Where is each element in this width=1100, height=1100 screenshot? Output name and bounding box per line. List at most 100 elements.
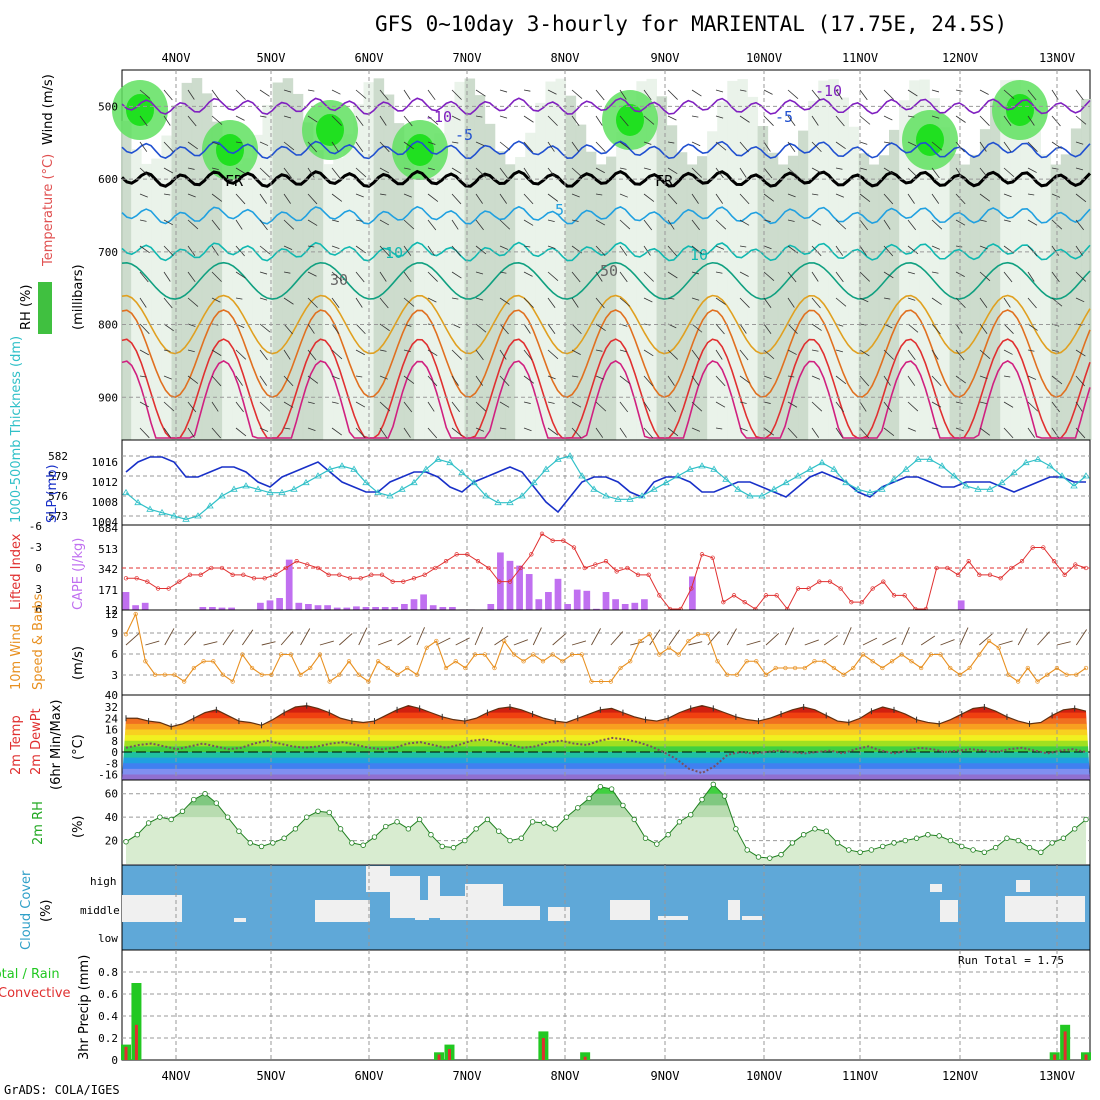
thickness-point: [614, 495, 622, 502]
panel-slp: 582 579 576 573 1016 1012 1008 1004 1000-500mb …: [9, 336, 1091, 529]
wind-barb: [1075, 271, 1087, 282]
rh-shade-column: [252, 134, 263, 441]
rh-point: [428, 832, 434, 838]
wind-barb: [979, 115, 990, 126]
temp-color-band: [122, 740, 1090, 747]
cloud-block: [1070, 905, 1085, 919]
wind-barb: [787, 193, 796, 198]
wind-barb: [163, 401, 175, 412]
minmax-label: (6hr Min/Max): [49, 700, 64, 790]
wind-barb: [643, 245, 651, 256]
isotherm-10: [121, 241, 1091, 262]
wind-barb: [307, 245, 315, 248]
rh-shade-column: [555, 78, 567, 441]
wind-barb: [1003, 375, 1011, 378]
wind-barb: [787, 115, 796, 127]
wind-barb: [763, 193, 775, 202]
wind-barb: [643, 427, 654, 439]
wind-barb: [595, 193, 603, 196]
date-label-top: 9NOV: [651, 51, 680, 65]
cape-bar: [305, 604, 312, 610]
wind-barb: [451, 401, 460, 413]
wind-barb: [907, 89, 918, 97]
wind-barb: [907, 271, 915, 275]
wind-barb: [523, 141, 533, 153]
rh-point: [191, 796, 197, 803]
cape-tick-label: 12: [105, 604, 118, 617]
li-point: [294, 559, 299, 564]
wind-barb: [283, 401, 294, 408]
date-label-bottom: 8NOV: [551, 1069, 580, 1083]
rh-shade-column: [565, 95, 577, 440]
li-point: [347, 576, 353, 581]
wind-barb: [379, 141, 390, 153]
wind-barb: [859, 297, 869, 303]
wind-barb: [355, 323, 366, 335]
rh-point: [992, 844, 999, 851]
wind-barb: [667, 115, 677, 121]
thickness-point: [842, 478, 850, 486]
wind-barb: [451, 115, 461, 121]
li-tick-label: -3: [29, 541, 42, 554]
wind-barb: [355, 167, 367, 178]
rh-tick-label: 20: [105, 835, 118, 848]
wind-barb: [619, 167, 627, 170]
wind-barb: [571, 375, 579, 378]
wind-barb: [835, 271, 844, 283]
wind-barb: [1075, 427, 1086, 439]
rh-point: [823, 828, 829, 834]
wind-barb: [475, 323, 487, 333]
wind-barb: [595, 141, 606, 153]
cape-bar: [612, 599, 619, 610]
wind-barb: [955, 193, 966, 205]
precip-convective-bar: [541, 1038, 545, 1060]
wind-barb: [355, 401, 366, 408]
wind-barb-10m: [688, 641, 703, 646]
wind-barb: [811, 349, 819, 352]
wind-barb: [187, 401, 197, 413]
wind-barb-10m: [610, 631, 624, 646]
wind-speed-point: [1074, 672, 1079, 677]
wind-barb-10m: [377, 639, 393, 646]
wind-speed-point: [521, 659, 526, 664]
wind-barb: [619, 141, 630, 150]
thickness-line: [125, 455, 1087, 520]
wind-barb: [931, 193, 940, 204]
wind-speed-point: [957, 672, 963, 677]
rh-point: [236, 828, 242, 834]
cape-bar: [209, 607, 216, 610]
wind-barb: [859, 89, 868, 101]
rh-shade-column: [141, 163, 152, 441]
rh-label: RH (%): [19, 285, 34, 330]
wind-barb: [931, 297, 942, 305]
wind-barb: [1051, 271, 1060, 283]
wind-barb: [235, 401, 244, 413]
wind-barb: [979, 427, 991, 436]
wind-speed-point: [337, 672, 342, 677]
temp-color-band: [122, 752, 1090, 759]
wind-barb: [691, 115, 699, 118]
cloud-block: [548, 907, 570, 921]
wind-barb: [139, 427, 150, 439]
temp-color-band: [122, 774, 1090, 780]
wind-barb: [427, 245, 435, 256]
wind-barb: [739, 141, 749, 153]
rh-point: [902, 837, 908, 844]
rh-shade-column: [242, 158, 253, 440]
rh-shade-column: [595, 164, 607, 440]
wind-barb: [379, 167, 390, 174]
wind-barb: [931, 323, 941, 335]
wind-speed-point: [298, 672, 303, 677]
wind-barb: [571, 89, 583, 99]
pressure-tick-label: 500: [98, 100, 118, 113]
wind-barb: [931, 167, 940, 179]
wind-barb: [955, 375, 967, 384]
rh-point: [767, 855, 773, 861]
wind-barb: [235, 375, 243, 386]
wind-barb: [499, 245, 509, 250]
contour-label: 50: [600, 262, 618, 280]
cape-bar: [535, 599, 543, 610]
wind-barb: [187, 271, 196, 283]
wind-speed-point: [259, 672, 264, 677]
